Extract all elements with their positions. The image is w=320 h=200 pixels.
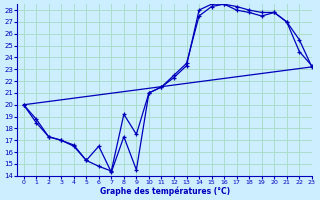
X-axis label: Graphe des températures (°C): Graphe des températures (°C) [100, 186, 230, 196]
